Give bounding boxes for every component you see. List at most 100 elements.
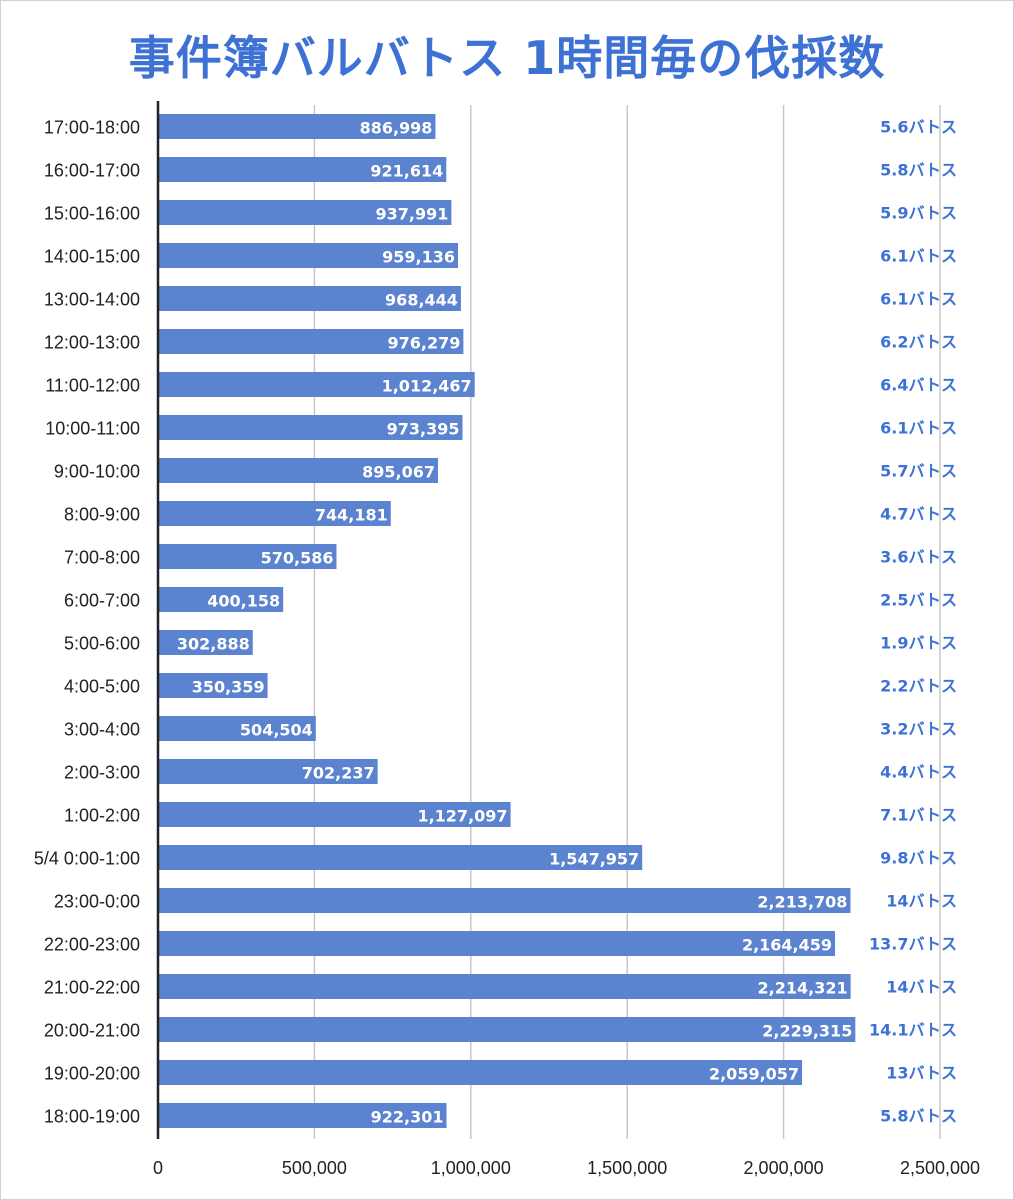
bar [158,1017,856,1042]
category-label: 23:00-0:00 [54,892,140,912]
bar [158,415,463,440]
value-label: 886,998 [360,119,433,138]
value-label: 968,444 [385,291,458,310]
category-label: 15:00-16:00 [44,204,140,224]
annotation-label: 3.6バトス [880,548,957,567]
x-tick-label: 1,500,000 [587,1158,667,1178]
value-label: 2,229,315 [762,1022,852,1041]
category-label: 12:00-13:00 [44,333,140,353]
category-label: 13:00-14:00 [44,290,140,310]
value-label: 504,504 [240,721,313,740]
bar [158,286,461,311]
annotation-label: 5.7バトス [880,462,957,481]
annotation-label: 2.5バトス [880,591,957,610]
bar [158,630,253,655]
value-label: 973,395 [387,420,460,439]
annotation-label: 6.4バトス [880,376,957,395]
category-label: 8:00-9:00 [64,505,140,525]
category-label: 14:00-15:00 [44,247,140,267]
value-label: 2,213,708 [757,893,847,912]
category-label: 5/4 0:00-1:00 [34,849,140,869]
annotation-label: 6.2バトス [880,333,957,352]
category-label: 3:00-4:00 [64,720,140,740]
value-label: 702,237 [302,764,375,783]
value-label: 570,586 [261,549,334,568]
value-label: 959,136 [382,248,455,267]
category-label: 6:00-7:00 [64,591,140,611]
bar [158,1103,447,1128]
category-label: 11:00-12:00 [45,376,140,396]
value-label: 1,547,957 [549,850,639,869]
category-label: 2:00-3:00 [64,763,140,783]
bar [158,845,643,870]
value-labels: 886,998 921,614 937,991 959,136 968,444 976,2… [177,119,852,1127]
x-tick-labels: 0 500,000 1,000,000 1,500,000 2,000,000 2,500… [153,1158,980,1178]
bar [158,544,337,569]
value-label: 400,158 [207,592,280,611]
value-label: 1,127,097 [417,807,507,826]
x-tick-label: 0 [153,1158,163,1178]
annotation-label: 4.7バトス [880,505,957,524]
x-tick-label: 1,000,000 [431,1158,511,1178]
category-label: 22:00-23:00 [44,935,140,955]
bar [158,243,459,268]
bar [158,114,436,139]
gridlines [313,105,941,1139]
annotation-label: 14バトス [886,892,957,911]
annotation-label: 6.1バトス [880,290,957,309]
annotation-label: 5.6バトス [880,118,957,137]
x-tick-label: 2,000,000 [744,1158,824,1178]
annotation-label: 14バトス [886,978,957,997]
annotation-label: 2.2バトス [880,677,957,696]
bars [158,114,856,1128]
annotation-label: 3.2バトス [880,720,957,739]
value-label: 2,059,057 [709,1065,799,1084]
annotation-label: 7.1バトス [880,806,957,825]
value-label: 921,614 [370,162,443,181]
category-label: 16:00-17:00 [44,161,140,181]
bar [158,888,851,913]
category-label: 5:00-6:00 [64,634,140,654]
value-label: 302,888 [177,635,250,654]
value-label: 937,991 [376,205,449,224]
category-label: 17:00-18:00 [44,118,140,138]
x-tick-label: 500,000 [282,1158,347,1178]
bar [158,974,851,999]
category-label: 7:00-8:00 [64,548,140,568]
category-label: 21:00-22:00 [44,978,140,998]
bar [158,587,284,612]
bar [158,200,452,225]
bar [158,501,391,526]
annotation-label: 5.8バトス [880,1107,957,1126]
bar [158,673,268,698]
bar [158,802,511,827]
value-label: 976,279 [388,334,461,353]
value-label: 2,164,459 [742,936,832,955]
category-label: 10:00-11:00 [45,419,140,439]
category-labels: 17:00-18:00 16:00-17:00 15:00-16:00 14:00-1… [34,118,140,1127]
value-label: 2,214,321 [758,979,848,998]
annotation-label: 9.8バトス [880,849,957,868]
value-label: 1,012,467 [382,377,472,396]
annotation-label: 6.1バトス [880,247,957,266]
bar [158,716,316,741]
annotation-label: 13バトス [886,1064,957,1083]
bar [158,1060,803,1085]
annotation-labels: 5.6バトス 5.8バトス 5.9バトス 6.1バトス 6.1バトス 6.2バトス 6.4バ… [869,118,957,1126]
chart-title: 事件簿バルバトス 1時間毎の伐採数 [128,31,886,85]
value-label: 922,301 [371,1108,444,1127]
annotation-label: 14.1バトス [869,1021,957,1040]
bar [158,157,447,182]
value-label: 744,181 [315,506,388,525]
category-label: 4:00-5:00 [64,677,140,697]
category-label: 19:00-20:00 [44,1064,140,1084]
bar [158,329,464,354]
x-tick-label: 2,500,000 [900,1158,980,1178]
annotation-label: 13.7バトス [869,935,957,954]
bar [158,458,438,483]
value-label: 895,067 [362,463,435,482]
annotation-label: 5.9バトス [880,204,957,223]
category-label: 20:00-21:00 [44,1021,140,1041]
value-label: 350,359 [192,678,265,697]
